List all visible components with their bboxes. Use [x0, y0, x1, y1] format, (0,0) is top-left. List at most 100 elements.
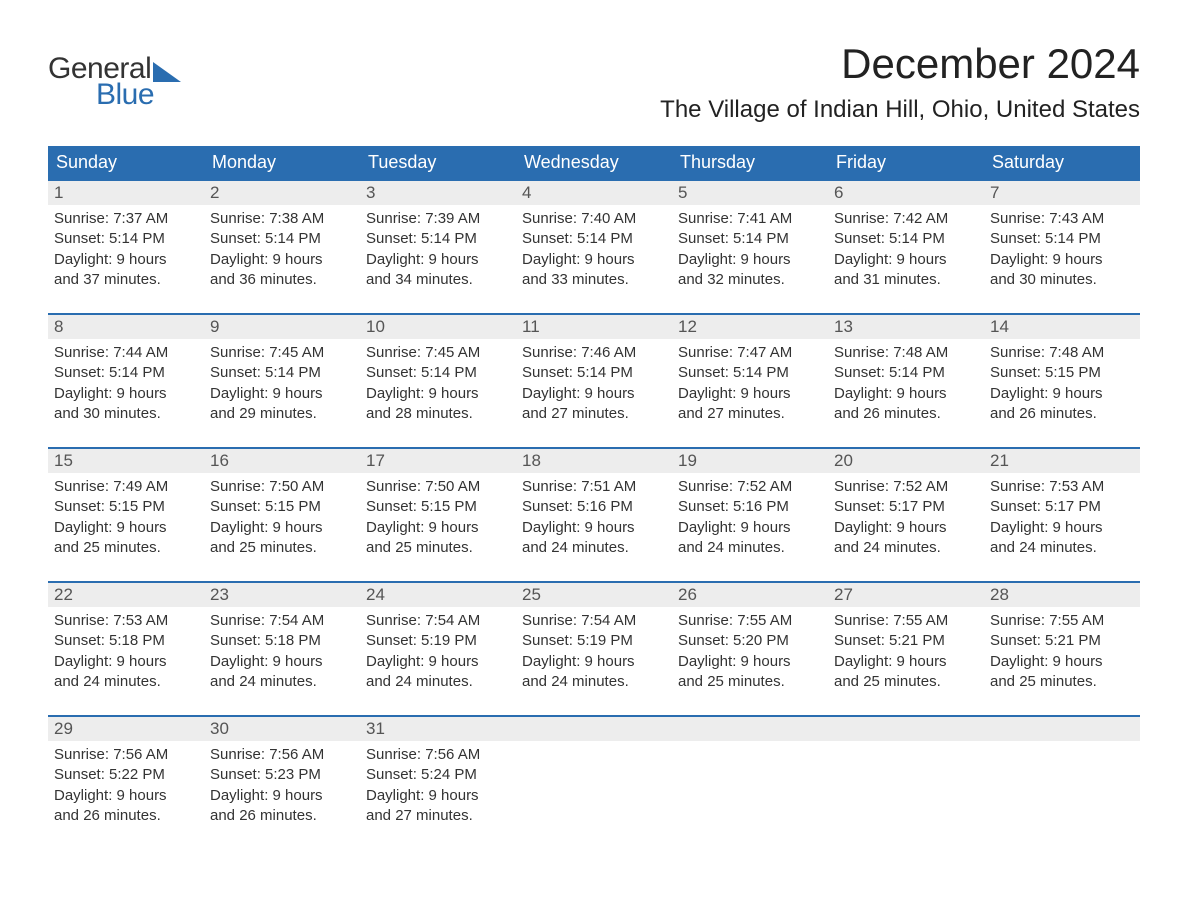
calendar-day-cell: 4Sunrise: 7:40 AMSunset: 5:14 PMDaylight… — [516, 180, 672, 314]
day-dl2: and 37 minutes. — [54, 270, 198, 290]
calendar-day-cell: 19Sunrise: 7:52 AMSunset: 5:16 PMDayligh… — [672, 448, 828, 582]
calendar-header-row: SundayMondayTuesdayWednesdayThursdayFrid… — [48, 146, 1140, 180]
day-sunset: Sunset: 5:14 PM — [834, 229, 978, 249]
day-sunset: Sunset: 5:15 PM — [210, 497, 354, 517]
day-dl1: Daylight: 9 hours — [834, 250, 978, 270]
day-sunrise: Sunrise: 7:55 AM — [990, 611, 1134, 631]
day-number: 9 — [204, 315, 360, 339]
weekday-header: Friday — [828, 146, 984, 180]
day-details: Sunrise: 7:45 AMSunset: 5:14 PMDaylight:… — [360, 339, 516, 447]
day-number: 3 — [360, 181, 516, 205]
day-dl1: Daylight: 9 hours — [834, 518, 978, 538]
day-sunrise: Sunrise: 7:44 AM — [54, 343, 198, 363]
day-number: 20 — [828, 449, 984, 473]
day-dl1: Daylight: 9 hours — [678, 250, 822, 270]
day-details: Sunrise: 7:40 AMSunset: 5:14 PMDaylight:… — [516, 205, 672, 313]
day-number: 8 — [48, 315, 204, 339]
location-text: The Village of Indian Hill, Ohio, United… — [660, 96, 1140, 124]
calendar-week-row: 1Sunrise: 7:37 AMSunset: 5:14 PMDaylight… — [48, 180, 1140, 314]
day-details: Sunrise: 7:52 AMSunset: 5:17 PMDaylight:… — [828, 473, 984, 581]
calendar-day-cell: 29Sunrise: 7:56 AMSunset: 5:22 PMDayligh… — [48, 716, 204, 849]
day-dl2: and 26 minutes. — [54, 806, 198, 826]
day-sunrise: Sunrise: 7:45 AM — [366, 343, 510, 363]
day-dl2: and 26 minutes. — [990, 404, 1134, 424]
day-number: 24 — [360, 583, 516, 607]
day-sunset: Sunset: 5:14 PM — [990, 229, 1134, 249]
day-sunrise: Sunrise: 7:52 AM — [834, 477, 978, 497]
day-details: Sunrise: 7:44 AMSunset: 5:14 PMDaylight:… — [48, 339, 204, 447]
empty-day-header — [984, 717, 1140, 741]
day-details: Sunrise: 7:50 AMSunset: 5:15 PMDaylight:… — [360, 473, 516, 581]
day-number: 18 — [516, 449, 672, 473]
calendar-day-cell: 15Sunrise: 7:49 AMSunset: 5:15 PMDayligh… — [48, 448, 204, 582]
day-sunset: Sunset: 5:14 PM — [678, 229, 822, 249]
day-dl1: Daylight: 9 hours — [834, 384, 978, 404]
calendar-day-cell: 1Sunrise: 7:37 AMSunset: 5:14 PMDaylight… — [48, 180, 204, 314]
day-dl1: Daylight: 9 hours — [834, 652, 978, 672]
day-dl1: Daylight: 9 hours — [522, 250, 666, 270]
month-title: December 2024 — [660, 40, 1140, 88]
day-details: Sunrise: 7:56 AMSunset: 5:24 PMDaylight:… — [360, 741, 516, 849]
day-details: Sunrise: 7:54 AMSunset: 5:19 PMDaylight:… — [516, 607, 672, 715]
day-sunset: Sunset: 5:23 PM — [210, 765, 354, 785]
calendar-week-row: 22Sunrise: 7:53 AMSunset: 5:18 PMDayligh… — [48, 582, 1140, 716]
day-dl2: and 28 minutes. — [366, 404, 510, 424]
day-sunset: Sunset: 5:22 PM — [54, 765, 198, 785]
day-sunset: Sunset: 5:14 PM — [210, 363, 354, 383]
calendar-day-cell: 24Sunrise: 7:54 AMSunset: 5:19 PMDayligh… — [360, 582, 516, 716]
day-dl2: and 30 minutes. — [54, 404, 198, 424]
day-details: Sunrise: 7:48 AMSunset: 5:14 PMDaylight:… — [828, 339, 984, 447]
empty-day-body — [828, 741, 984, 823]
day-dl1: Daylight: 9 hours — [54, 250, 198, 270]
day-sunrise: Sunrise: 7:53 AM — [54, 611, 198, 631]
day-number: 12 — [672, 315, 828, 339]
day-dl1: Daylight: 9 hours — [366, 786, 510, 806]
day-sunrise: Sunrise: 7:54 AM — [210, 611, 354, 631]
day-details: Sunrise: 7:48 AMSunset: 5:15 PMDaylight:… — [984, 339, 1140, 447]
calendar-day-cell: 9Sunrise: 7:45 AMSunset: 5:14 PMDaylight… — [204, 314, 360, 448]
calendar-day-cell: 11Sunrise: 7:46 AMSunset: 5:14 PMDayligh… — [516, 314, 672, 448]
calendar-day-cell: 26Sunrise: 7:55 AMSunset: 5:20 PMDayligh… — [672, 582, 828, 716]
calendar-day-cell — [984, 716, 1140, 849]
day-dl2: and 27 minutes. — [366, 806, 510, 826]
day-sunset: Sunset: 5:14 PM — [366, 363, 510, 383]
calendar-day-cell: 16Sunrise: 7:50 AMSunset: 5:15 PMDayligh… — [204, 448, 360, 582]
day-dl2: and 24 minutes. — [990, 538, 1134, 558]
empty-day-header — [828, 717, 984, 741]
calendar-day-cell: 31Sunrise: 7:56 AMSunset: 5:24 PMDayligh… — [360, 716, 516, 849]
day-details: Sunrise: 7:43 AMSunset: 5:14 PMDaylight:… — [984, 205, 1140, 313]
day-dl2: and 30 minutes. — [990, 270, 1134, 290]
day-dl2: and 27 minutes. — [678, 404, 822, 424]
day-dl1: Daylight: 9 hours — [210, 652, 354, 672]
day-sunset: Sunset: 5:24 PM — [366, 765, 510, 785]
day-details: Sunrise: 7:42 AMSunset: 5:14 PMDaylight:… — [828, 205, 984, 313]
day-dl1: Daylight: 9 hours — [54, 518, 198, 538]
day-number: 7 — [984, 181, 1140, 205]
day-dl2: and 24 minutes. — [678, 538, 822, 558]
calendar-day-cell: 28Sunrise: 7:55 AMSunset: 5:21 PMDayligh… — [984, 582, 1140, 716]
day-dl2: and 24 minutes. — [210, 672, 354, 692]
day-details: Sunrise: 7:41 AMSunset: 5:14 PMDaylight:… — [672, 205, 828, 313]
day-sunrise: Sunrise: 7:38 AM — [210, 209, 354, 229]
day-details: Sunrise: 7:45 AMSunset: 5:14 PMDaylight:… — [204, 339, 360, 447]
day-dl2: and 24 minutes. — [522, 672, 666, 692]
day-dl1: Daylight: 9 hours — [678, 518, 822, 538]
day-dl1: Daylight: 9 hours — [522, 384, 666, 404]
day-dl1: Daylight: 9 hours — [366, 652, 510, 672]
day-dl2: and 25 minutes. — [54, 538, 198, 558]
calendar-day-cell: 3Sunrise: 7:39 AMSunset: 5:14 PMDaylight… — [360, 180, 516, 314]
day-dl2: and 25 minutes. — [210, 538, 354, 558]
day-dl1: Daylight: 9 hours — [366, 518, 510, 538]
calendar-week-row: 8Sunrise: 7:44 AMSunset: 5:14 PMDaylight… — [48, 314, 1140, 448]
day-details: Sunrise: 7:54 AMSunset: 5:18 PMDaylight:… — [204, 607, 360, 715]
day-number: 1 — [48, 181, 204, 205]
day-dl1: Daylight: 9 hours — [54, 384, 198, 404]
day-number: 16 — [204, 449, 360, 473]
day-dl1: Daylight: 9 hours — [366, 250, 510, 270]
calendar-day-cell: 20Sunrise: 7:52 AMSunset: 5:17 PMDayligh… — [828, 448, 984, 582]
day-number: 5 — [672, 181, 828, 205]
day-sunrise: Sunrise: 7:50 AM — [366, 477, 510, 497]
empty-day-body — [516, 741, 672, 823]
day-details: Sunrise: 7:47 AMSunset: 5:14 PMDaylight:… — [672, 339, 828, 447]
day-dl2: and 25 minutes. — [678, 672, 822, 692]
